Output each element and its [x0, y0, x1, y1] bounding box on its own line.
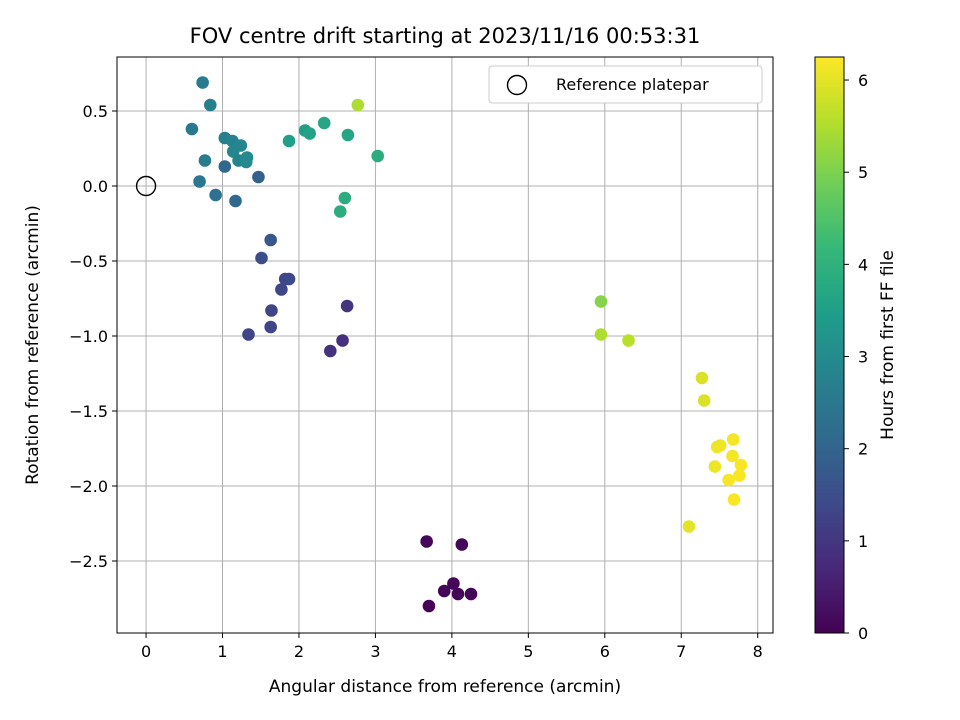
scatter-point [733, 469, 746, 482]
scatter-point [697, 394, 711, 407]
y-tick-label: −0.5 [69, 252, 108, 271]
scatter-points [185, 76, 748, 613]
scatter-point [303, 127, 316, 140]
scatter-point [275, 283, 288, 296]
colorbar-ticks: 0 1 2 3 4 5 6 [844, 71, 868, 643]
scatter-point [209, 188, 222, 202]
scatter-point [734, 458, 748, 472]
scatter-point [420, 535, 433, 548]
y-tick-label: 0.0 [83, 177, 108, 196]
scatter-point [422, 599, 436, 613]
scatter-point [371, 149, 385, 163]
scatter-point [464, 587, 478, 601]
y-tick-label: 0.5 [83, 102, 108, 121]
x-tick-label: 0 [141, 642, 151, 661]
chart-title: FOV centre drift starting at 2023/11/16 … [190, 24, 701, 48]
legend-box [488, 65, 763, 104]
x-tick-label: 3 [370, 642, 380, 661]
scatter-point [185, 122, 199, 136]
grid [117, 57, 773, 633]
reference-marker-layer [135, 175, 157, 197]
legend-marker-reference [506, 74, 528, 96]
colorbar-tick-label: 0 [858, 624, 868, 643]
scatter-point [282, 272, 296, 286]
x-axis-ticks: 0 1 2 3 4 5 6 7 8 [141, 633, 763, 661]
legend-entry-reference: Reference platepar [556, 75, 709, 94]
scatter-point [726, 433, 740, 446]
y-tick-label: −1.0 [69, 327, 108, 346]
colorbar-tick-label: 3 [858, 348, 868, 367]
scatter-point [726, 449, 739, 463]
scatter-point [451, 587, 465, 601]
scatter-point [708, 460, 722, 473]
scatter-point [282, 134, 296, 148]
reference-point [135, 175, 157, 197]
y-tick-label: −1.5 [69, 402, 108, 421]
scatter-point [252, 170, 265, 184]
plot-area [116, 56, 774, 634]
colorbar-tick-label: 1 [858, 532, 868, 551]
scatter-point [203, 98, 217, 112]
scatter-point [336, 334, 349, 347]
colorbar-gradient [814, 56, 845, 634]
colorbar-tick-label: 5 [858, 163, 868, 182]
x-tick-label: 8 [753, 642, 763, 661]
scatter-point [265, 304, 278, 317]
scatter-point [264, 233, 277, 247]
legend: Reference platepar [488, 65, 763, 104]
scatter-point [722, 473, 735, 487]
colorbar: 0 1 2 3 4 5 6 Hours from first FF file [814, 56, 898, 643]
x-tick-label: 7 [676, 642, 686, 661]
x-tick-label: 4 [447, 642, 457, 661]
scatter-point [682, 520, 696, 533]
scatter-point [317, 116, 331, 130]
y-axis-label: Rotation from reference (arcmin) [23, 205, 43, 485]
scatter-point [239, 155, 253, 169]
x-tick-label: 5 [523, 642, 533, 661]
colorbar-tick-label: 2 [858, 440, 868, 459]
scatter-point [351, 98, 365, 112]
colorbar-tick-label: 6 [858, 71, 868, 90]
y-tick-label: −2.0 [69, 477, 108, 496]
colorbar-tick-label: 4 [858, 255, 868, 274]
scatter-point [264, 320, 277, 334]
scatter-point [255, 251, 268, 265]
scatter-point [695, 371, 709, 385]
scatter-point [594, 328, 608, 341]
y-axis-ticks: 0.5 0.0 −0.5 −1.0 −1.5 −2.0 −2.5 [69, 102, 117, 571]
scatter-point [713, 439, 727, 452]
scatter-point [338, 191, 352, 205]
scatter-point [193, 175, 206, 188]
colorbar-label: Hours from first FF file [878, 250, 898, 440]
x-tick-label: 1 [217, 642, 227, 661]
x-axis-label: Angular distance from reference (arcmin) [269, 677, 621, 697]
scatter-point [229, 194, 242, 208]
scatter-point [727, 493, 741, 506]
scatter-point [234, 139, 248, 152]
x-tick-label: 2 [294, 642, 304, 661]
scatter-point [594, 295, 608, 308]
scatter-point [447, 577, 460, 590]
scatter-point [242, 328, 255, 341]
x-tick-label: 6 [600, 642, 610, 661]
y-tick-label: −2.5 [69, 552, 108, 571]
scatter-point [218, 160, 232, 173]
scatter-point [622, 334, 635, 347]
scatter-point [324, 344, 337, 358]
scatter-point [341, 128, 355, 142]
scatter-point [333, 205, 347, 218]
scatter-point [437, 584, 451, 598]
scatter-point [198, 154, 212, 167]
scatter-point [455, 538, 469, 551]
scatter-point [340, 299, 354, 313]
scatter-point [196, 76, 209, 89]
